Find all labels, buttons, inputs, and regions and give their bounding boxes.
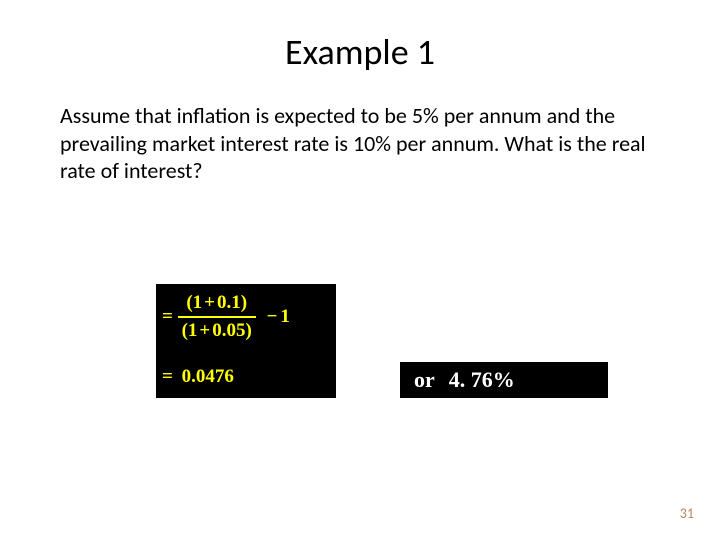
slide: Example 1 Assume that inflation is expec… [0,0,720,540]
formula-content: = (1+0.1) (1+0.05) −1 = 0.0476 [156,284,336,398]
result-or-label: or [414,367,435,393]
fraction-denominator: (1+0.05) [178,316,256,342]
result-percent: 4. 76% [435,367,515,393]
fraction-numerator: (1+0.1) [178,292,256,316]
slide-title: Example 1 [0,30,720,74]
formula-line-2: = 0.0476 [162,366,234,388]
formula-line-1: = (1+0.1) (1+0.05) −1 [162,292,290,342]
equals-sign: = [162,306,173,327]
minus-sign: − [261,306,281,327]
formula-box: = (1+0.1) (1+0.05) −1 = 0.0476 [156,284,336,398]
slide-body-text: Assume that inflation is expected to be … [0,102,720,185]
equals-sign-2: = [162,366,173,387]
page-number: 31 [680,505,694,522]
result-value: 0.0476 [178,366,234,387]
fraction: (1+0.1) (1+0.05) [178,292,256,342]
one: 1 [280,306,290,327]
result-box: or 4. 76% [400,362,608,398]
